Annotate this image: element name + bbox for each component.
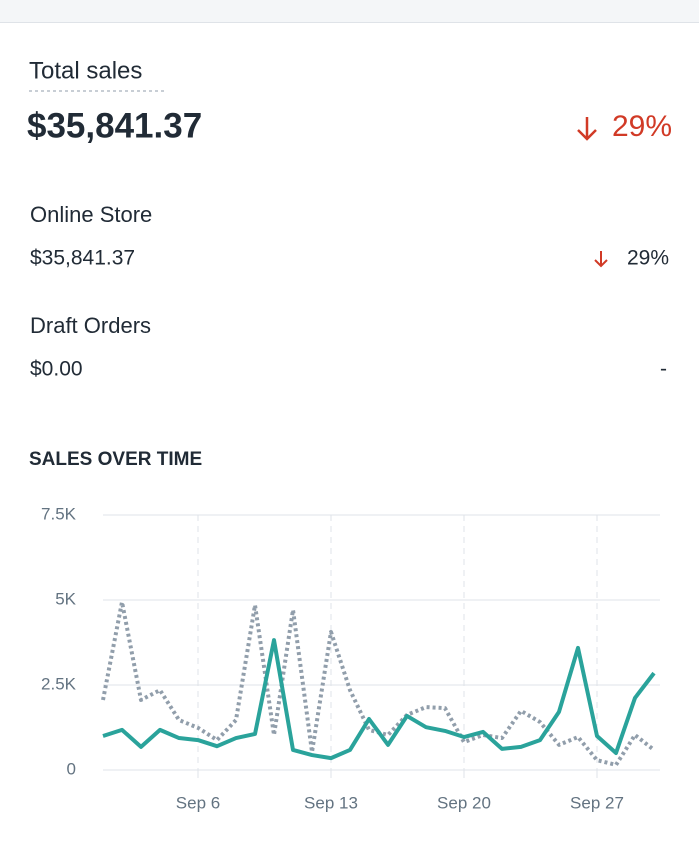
channel-value: $0.00 [30,358,83,381]
channel-change: - [660,358,667,381]
y-tick-label: 7.5K [41,504,77,523]
y-tick-label: 2.5K [41,674,77,693]
chart-title: SALES OVER TIME [29,449,202,470]
summary-value: $35,841.37 [27,106,202,145]
channel-change: 29% [627,247,669,270]
x-tick-label: Sep 20 [437,793,491,812]
channel-name: Draft Orders [30,313,151,338]
summary-change: 29% [612,110,672,143]
down-arrow-icon [577,117,597,141]
top-bar [0,0,699,22]
x-tick-label: Sep 13 [304,793,358,812]
summary-title: Total sales [29,57,142,84]
channel-value: $35,841.37 [30,247,135,270]
channel-name: Online Store [30,202,152,227]
y-tick-label: 0 [67,759,76,778]
x-tick-label: Sep 6 [176,793,220,812]
down-arrow-icon [594,251,608,268]
y-tick-label: 5K [55,589,76,608]
series-line [102,638,656,761]
x-tick-label: Sep 27 [570,793,624,812]
